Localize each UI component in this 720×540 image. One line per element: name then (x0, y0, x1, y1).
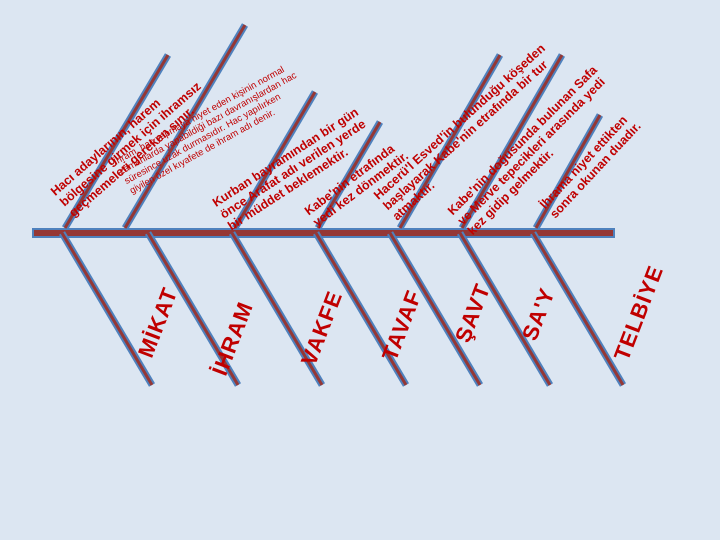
desc-line-mikat-inner (63, 54, 170, 229)
desc-line-savt-inner (398, 54, 502, 229)
desc-line-vakfe-inner (233, 91, 317, 229)
desc-line-tavaf-inner (316, 121, 382, 229)
branch-line-tavaf-inner (314, 232, 408, 386)
desc-line-ihram-inner (123, 24, 247, 229)
branch-line-savt-inner (388, 232, 482, 386)
branch-line-vakfe-inner (230, 232, 324, 386)
desc-line-telbiye-inner (534, 114, 602, 229)
branch-line-mikat-inner (60, 232, 154, 386)
desc-line-say-inner (460, 54, 564, 229)
branch-line-telbiye-inner (531, 232, 625, 386)
branch-line-ihram-inner (146, 232, 240, 386)
fishbone-spine (32, 228, 615, 238)
branch-line-say-inner (458, 232, 552, 386)
